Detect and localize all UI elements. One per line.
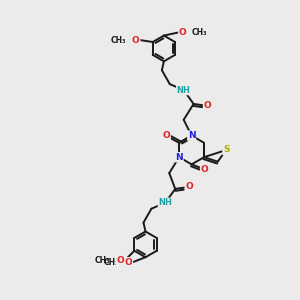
Text: O: O: [125, 258, 133, 267]
Text: CH₃: CH₃: [110, 35, 126, 44]
Text: O: O: [162, 131, 170, 140]
Text: N: N: [176, 153, 183, 162]
Text: CH₃: CH₃: [95, 256, 111, 265]
Text: N: N: [188, 131, 195, 140]
Text: CH₃: CH₃: [103, 258, 119, 267]
Text: O: O: [204, 101, 211, 110]
Text: O: O: [117, 256, 124, 265]
Text: NH: NH: [177, 85, 190, 94]
Text: O: O: [179, 28, 187, 37]
Text: O: O: [185, 182, 193, 191]
Text: O: O: [132, 35, 140, 44]
Text: O: O: [201, 165, 208, 174]
Text: CH₃: CH₃: [192, 28, 207, 37]
Text: NH: NH: [158, 198, 172, 207]
Text: S: S: [223, 146, 230, 154]
